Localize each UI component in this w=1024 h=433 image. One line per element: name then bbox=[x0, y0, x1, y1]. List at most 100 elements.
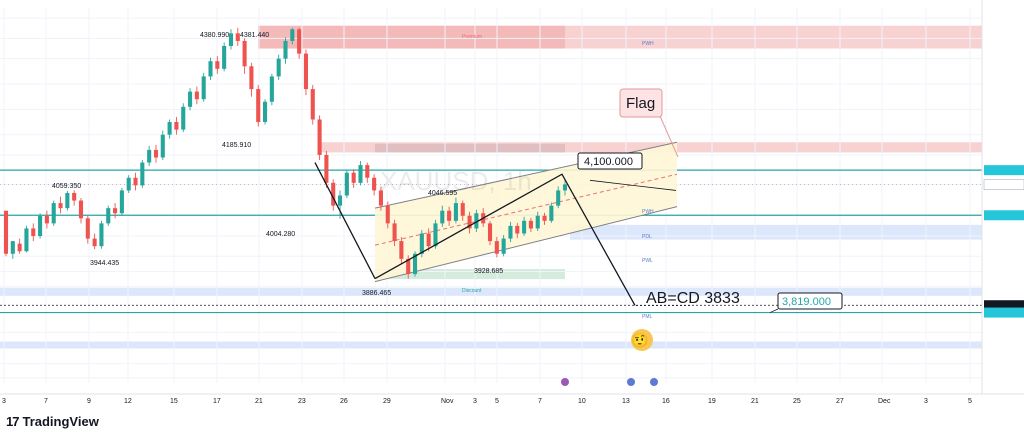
candle-body bbox=[147, 149, 152, 163]
candle-body bbox=[487, 223, 493, 242]
flag-pointer bbox=[589, 179, 677, 191]
candle-body bbox=[385, 205, 390, 224]
candle-body bbox=[133, 177, 138, 186]
discount-box bbox=[375, 268, 565, 280]
tradingview-wordmark: TradingView bbox=[22, 413, 99, 429]
label-pwh-2: PWH bbox=[642, 209, 654, 215]
target-4100-text: 4,100.000 bbox=[584, 156, 633, 168]
candle-body bbox=[31, 228, 36, 237]
candle-body bbox=[515, 225, 520, 234]
target-3819-box bbox=[777, 292, 843, 310]
raised-eyebrow-emoji-icon bbox=[631, 329, 653, 351]
symbol-watermark: XAUUSD, 1h bbox=[380, 166, 532, 196]
candle-body bbox=[433, 223, 438, 247]
label-pwh: PWH bbox=[642, 41, 654, 47]
candle-body bbox=[58, 203, 63, 209]
price-zones bbox=[0, 25, 982, 349]
label-high-1: 4059.350 bbox=[52, 183, 81, 190]
price-badge bbox=[984, 300, 1024, 311]
time-tick-label: Dec bbox=[878, 398, 891, 405]
emoji-glyph: 🤨 bbox=[631, 332, 648, 348]
candle-body bbox=[215, 61, 220, 69]
target-4100-box bbox=[577, 152, 643, 170]
candle-body bbox=[351, 172, 356, 183]
candle-body bbox=[331, 182, 336, 206]
candle-body bbox=[378, 190, 383, 206]
zone-resistance bbox=[318, 142, 982, 153]
tradingview-logo[interactable]: 17 TradingView bbox=[6, 413, 99, 429]
candle-body bbox=[501, 238, 506, 254]
candle-body bbox=[72, 192, 77, 201]
candle-body bbox=[447, 210, 452, 221]
zone-support-deep bbox=[0, 341, 982, 349]
time-tick-label: 23 bbox=[298, 398, 306, 405]
flag-mid-line bbox=[374, 173, 678, 246]
target-3819-pointer bbox=[769, 308, 779, 313]
candle-body bbox=[453, 203, 458, 221]
candle-body bbox=[365, 165, 370, 178]
time-tick-label: 15 bbox=[170, 398, 178, 405]
candles bbox=[3, 27, 568, 279]
time-tick-label: 26 bbox=[340, 398, 348, 405]
candle-body bbox=[522, 220, 527, 234]
candle-body bbox=[208, 61, 213, 77]
label-peak-right: 4381.440 bbox=[240, 32, 269, 39]
flag-lower-line bbox=[374, 206, 678, 283]
label-high-2: 4046.595 bbox=[428, 190, 457, 197]
candle-body bbox=[201, 76, 206, 100]
label-swing-low-2: 4004.280 bbox=[266, 231, 295, 238]
resistance-box bbox=[375, 143, 565, 153]
candle-body bbox=[562, 184, 568, 191]
candle-body bbox=[440, 210, 445, 224]
abcd-leg-ab bbox=[314, 162, 376, 279]
candle-body bbox=[324, 154, 329, 183]
candle-body bbox=[24, 228, 29, 252]
us-flag-icon bbox=[627, 378, 635, 386]
time-tick-label: 9 bbox=[87, 398, 91, 405]
candle-body bbox=[106, 208, 111, 224]
candle-body bbox=[358, 165, 363, 183]
zone-support-low bbox=[0, 287, 982, 296]
candle-body bbox=[140, 162, 145, 186]
price-badge bbox=[984, 210, 1024, 221]
candle-body bbox=[283, 40, 288, 59]
candle-body bbox=[344, 172, 349, 196]
candle-body bbox=[188, 91, 193, 107]
candle-body bbox=[194, 91, 199, 100]
candle-body bbox=[113, 208, 118, 214]
candle-body bbox=[78, 200, 84, 219]
candle-body bbox=[263, 101, 268, 123]
label-low-3: 3886.465 bbox=[362, 290, 391, 297]
event-icon bbox=[561, 378, 569, 386]
candle-body bbox=[38, 215, 43, 237]
label-pwl: PWL bbox=[642, 258, 653, 264]
candle-body bbox=[242, 40, 247, 67]
candle-body bbox=[44, 215, 49, 224]
time-tick-label: 5 bbox=[968, 398, 972, 405]
time-tick-label: 21 bbox=[751, 398, 759, 405]
candle-body bbox=[51, 203, 56, 224]
candle-body bbox=[494, 241, 499, 254]
label-pdl: PDL bbox=[642, 234, 652, 240]
candle-body bbox=[297, 29, 302, 54]
time-tick-label: 10 bbox=[578, 398, 586, 405]
candle-body bbox=[256, 89, 261, 123]
candle-body bbox=[474, 213, 479, 229]
target-3819-text: 3,819.000 bbox=[782, 296, 831, 308]
candle-body bbox=[399, 241, 404, 259]
candle-body bbox=[303, 53, 308, 90]
zone-support bbox=[570, 224, 982, 240]
axes bbox=[0, 0, 1024, 395]
candle-body bbox=[310, 89, 315, 120]
candle-body bbox=[174, 122, 179, 130]
candle-body bbox=[10, 241, 15, 254]
abcd-leg-bcd bbox=[374, 173, 636, 306]
label-swing-low-1: 4185.910 bbox=[222, 142, 251, 149]
candle-body bbox=[290, 29, 295, 41]
flag-callout-box bbox=[619, 88, 663, 118]
abcd-label: AB=CD 3833 bbox=[646, 290, 740, 307]
label-low-2: 3928.685 bbox=[474, 268, 503, 275]
candle-body bbox=[542, 215, 547, 221]
time-tick-label: 16 bbox=[662, 398, 670, 405]
